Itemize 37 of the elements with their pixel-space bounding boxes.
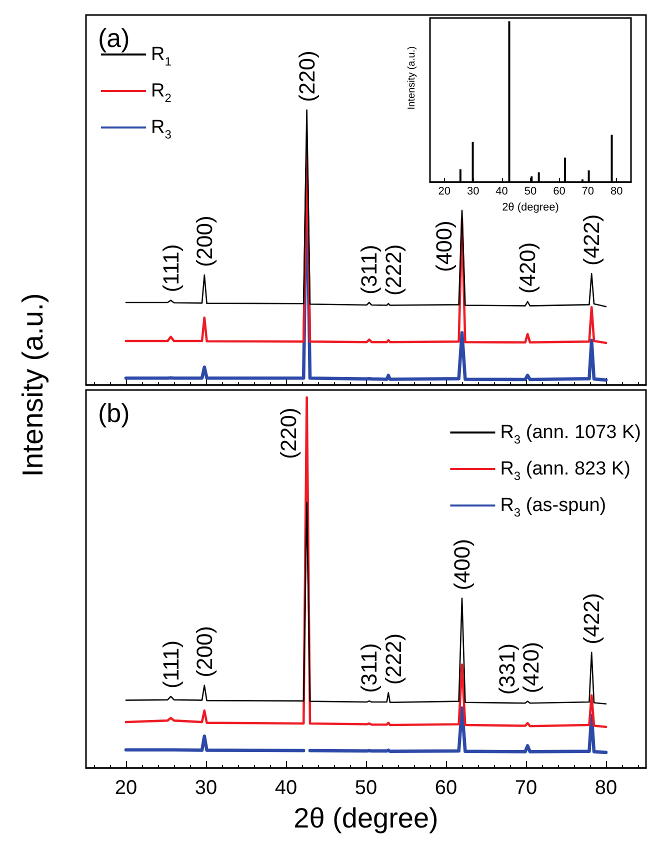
x-axis-title: 2θ (degree) (502, 202, 559, 214)
x-tick-label: 40 (274, 777, 298, 799)
annotation: (400) (431, 220, 456, 272)
annotation: (400) (450, 538, 474, 590)
annotation: (111) (158, 640, 184, 688)
annotation: (111) (158, 244, 184, 292)
annotation: (b) (98, 398, 130, 428)
x-tick-label: 20 (114, 777, 138, 799)
x-tick-label: 30 (194, 777, 218, 799)
annotation: (420) (518, 642, 544, 694)
annotation: (311) (356, 244, 382, 294)
annotation: (220) (276, 408, 302, 460)
y-axis-title: Intensity (a.u.) (18, 293, 50, 477)
x-tick-label: 30 (466, 186, 480, 198)
text: (a) (98, 23, 130, 53)
annotation: (311) (356, 643, 382, 693)
annotation: (420) (515, 242, 540, 294)
x-tick-label: 80 (610, 186, 623, 198)
x-tick-label: 80 (594, 777, 618, 799)
x-tick-label: 40 (496, 186, 508, 198)
x-tick-label: 20 (438, 186, 450, 198)
x-tick-label: 70 (582, 186, 594, 198)
x-axis-title: 2θ (degree) (294, 802, 438, 834)
y-axis-title: Intensity (a.u.) (406, 46, 418, 110)
annotation: (222) (380, 244, 406, 296)
annotation: (222) (380, 633, 406, 685)
annotation: (422) (579, 214, 604, 266)
x-tick-label: 60 (434, 777, 458, 799)
annotation: (220) (294, 50, 320, 102)
x-tick-label: 50 (354, 777, 378, 799)
x-tick-label: 50 (524, 186, 537, 198)
annotation: (200) (192, 626, 217, 678)
annotation: (331) (494, 643, 520, 695)
annotation: (200) (192, 216, 217, 267)
x-tick-label: 70 (514, 777, 538, 799)
annotation: (422) (579, 593, 604, 644)
x-tick-label: 60 (553, 186, 566, 198)
